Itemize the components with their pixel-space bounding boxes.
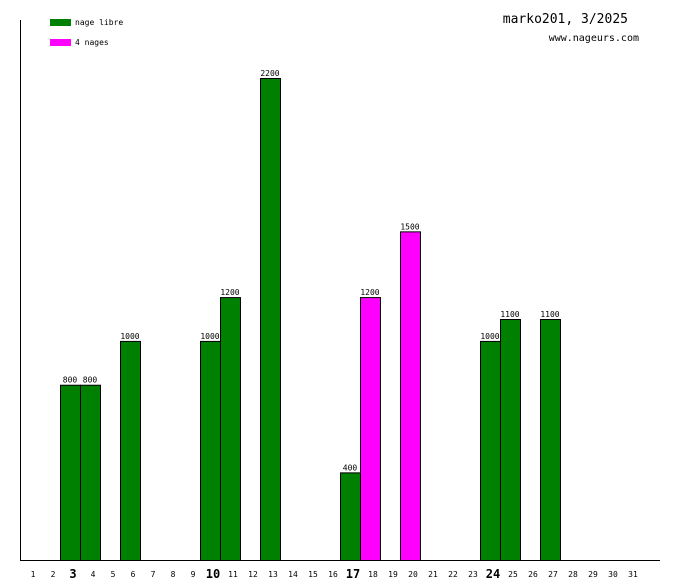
x-tick-label: 9 [191, 570, 196, 579]
x-tick-label: 14 [288, 570, 298, 579]
legend: nage libre 4 nages [50, 18, 123, 47]
x-tick-label: 3 [69, 567, 76, 580]
legend-swatch [50, 19, 71, 26]
x-tick-label: 22 [448, 570, 458, 579]
bar [60, 384, 81, 561]
bar [400, 231, 421, 561]
bar [120, 340, 141, 561]
bar [500, 319, 521, 561]
bar [80, 384, 101, 561]
x-tick-label: 13 [268, 570, 278, 579]
data-label: 800 [63, 376, 78, 385]
bar [540, 319, 561, 561]
x-tick-label: 6 [131, 570, 136, 579]
x-tick-label: 31 [628, 570, 638, 579]
x-tick-label: 25 [508, 570, 518, 579]
data-label: 1200 [220, 288, 239, 297]
x-tick-label: 30 [608, 570, 618, 579]
data-label: 1100 [500, 310, 519, 319]
data-label: 2200 [260, 69, 279, 78]
x-tick-label: 7 [151, 570, 156, 579]
bar [200, 340, 221, 561]
x-tick-label: 16 [328, 570, 338, 579]
x-tick-label: 20 [408, 570, 418, 579]
data-label: 400 [343, 463, 358, 472]
data-label: 1000 [200, 332, 219, 341]
data-label: 1000 [480, 332, 499, 341]
data-label: 1500 [400, 222, 419, 231]
data-label: 800 [83, 376, 98, 385]
bar [260, 78, 281, 561]
x-tick-label: 2 [51, 570, 56, 579]
data-label: 1000 [120, 332, 139, 341]
bar [220, 297, 241, 561]
x-tick-label: 15 [308, 570, 318, 579]
x-tick-label: 12 [248, 570, 258, 579]
x-tick-label: 8 [171, 570, 176, 579]
x-tick-label: 11 [228, 570, 238, 579]
x-tick-label: 17 [346, 567, 360, 580]
x-tick-label: 10 [206, 567, 220, 580]
x-tick-label: 18 [368, 570, 378, 579]
legend-label: 4 nages [75, 38, 109, 47]
bar [480, 340, 501, 561]
legend-label: nage libre [75, 18, 123, 27]
bar [340, 472, 361, 562]
x-tick-label: 26 [528, 570, 538, 579]
legend-swatch [50, 39, 71, 46]
chart-title: marko201, 3/2025 [503, 12, 628, 27]
data-label: 1200 [360, 288, 379, 297]
x-tick-label: 21 [428, 570, 438, 579]
x-tick-label: 28 [568, 570, 578, 579]
x-tick-label: 29 [588, 570, 598, 579]
x-tick-label: 27 [548, 570, 558, 579]
data-label: 1100 [540, 310, 559, 319]
x-tick-label: 19 [388, 570, 398, 579]
bar [360, 297, 381, 561]
x-tick-label: 5 [111, 570, 116, 579]
x-tick-label: 23 [468, 570, 478, 579]
x-tick-label: 1 [31, 570, 36, 579]
chart-subtitle: www.nageurs.com [549, 33, 639, 44]
x-tick-label: 4 [91, 570, 96, 579]
x-tick-label: 24 [486, 567, 500, 580]
